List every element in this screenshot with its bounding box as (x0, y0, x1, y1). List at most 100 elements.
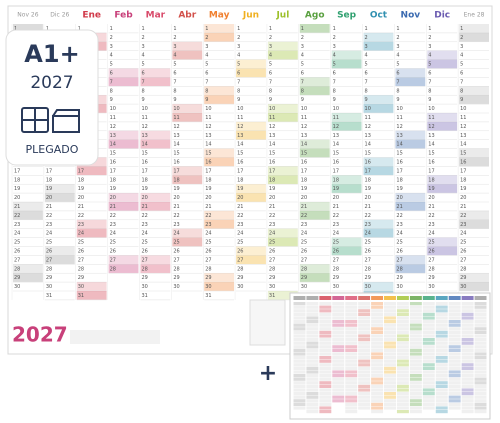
mini-cell (345, 309, 358, 313)
mini-cell (319, 363, 332, 367)
mini-cell (474, 392, 487, 396)
day-number: 16 (269, 159, 275, 165)
month-label: May (209, 11, 230, 21)
mini-cell (474, 374, 487, 378)
mini-cell (461, 370, 474, 374)
mini-cell (319, 406, 332, 410)
day-number: 20 (110, 195, 116, 201)
mini-cell (384, 381, 396, 385)
day-number: 24 (205, 231, 211, 237)
day-number: 5 (237, 62, 240, 68)
day-number: 13 (237, 133, 243, 139)
mini-cell (435, 366, 448, 370)
mini-cell (422, 392, 435, 396)
mini-cell (409, 330, 422, 334)
weekend-cell (236, 59, 266, 69)
day-number: 10 (141, 106, 147, 112)
mini-cell (319, 323, 332, 327)
day-number: 19 (141, 186, 147, 192)
mini-cell (474, 345, 487, 349)
mini-cell (358, 377, 371, 381)
day-number: 17 (110, 168, 116, 174)
day-number: 6 (396, 70, 399, 76)
mini-cell (448, 359, 461, 363)
mini-cell (358, 330, 371, 334)
day-number: 12 (237, 124, 243, 130)
day-number: 24 (269, 231, 275, 237)
day-number: 1 (237, 26, 240, 32)
mini-cell (306, 309, 319, 313)
weekend-cell (363, 282, 394, 291)
mini-cell (384, 334, 396, 338)
mini-header (409, 296, 422, 300)
weekend-cell (427, 113, 458, 122)
weekend-cell (427, 59, 458, 69)
day-number: 17 (141, 168, 147, 174)
weekend-cell (395, 77, 426, 87)
day-number: 19 (173, 186, 179, 192)
weekend-cell (204, 148, 235, 158)
mini-cell (345, 316, 358, 320)
mini-cell (409, 334, 422, 338)
day-number: 26 (301, 248, 307, 254)
mini-cell (384, 399, 396, 403)
day-number: 4 (333, 53, 336, 59)
mini-cell (345, 305, 358, 309)
mini-cell (293, 381, 306, 385)
day-number: 17 (301, 168, 307, 174)
day-number: 9 (110, 97, 113, 103)
day-number: 23 (78, 222, 84, 228)
month-label: Mar (146, 11, 166, 21)
mini-cell (474, 330, 487, 334)
day-number: 16 (428, 159, 434, 165)
mini-cell (474, 352, 487, 356)
day-number: 5 (110, 62, 113, 68)
day-number: 7 (173, 79, 176, 85)
mini-cell (396, 374, 409, 378)
mini-cell (396, 377, 409, 381)
mini-cell (371, 399, 384, 403)
mini-cell (358, 356, 371, 360)
day-number: 26 (78, 248, 84, 254)
mini-header (319, 296, 332, 300)
day-number: 16 (205, 159, 211, 165)
mini-cell (293, 320, 306, 324)
mini-cell (358, 363, 371, 367)
day-number: 11 (173, 115, 179, 121)
mini-cell (409, 402, 422, 406)
day-number: 13 (301, 133, 307, 139)
mini-cell (306, 345, 319, 349)
weekend-cell (299, 210, 330, 220)
day-number: 15 (110, 151, 116, 157)
mini-cell (306, 392, 319, 396)
weekend-cell (13, 202, 43, 211)
mini-cell (409, 312, 422, 316)
weekend-cell (204, 210, 235, 220)
mini-cell (435, 305, 448, 309)
mini-cell (293, 392, 306, 396)
day-number: 21 (301, 204, 307, 210)
mini-cell (332, 341, 345, 345)
mini-cell (422, 356, 435, 360)
mini-cell (319, 316, 332, 320)
day-number: 28 (110, 266, 116, 272)
weekend-cell (172, 41, 203, 51)
day-number: 5 (141, 62, 144, 68)
badge: A1+ 2027 PLEGADO (5, 29, 99, 166)
day-number: 27 (460, 257, 466, 263)
day-number: 30 (333, 284, 339, 290)
mini-cell (422, 316, 435, 320)
mini-cell (461, 363, 474, 367)
day-number: 26 (460, 248, 466, 254)
day-number: 10 (301, 106, 307, 112)
mini-cell (332, 323, 345, 327)
mini-cell (371, 323, 384, 327)
day-number: 25 (46, 240, 52, 246)
day-number: 30 (365, 284, 371, 290)
mini-cell (319, 320, 332, 324)
day-number: 4 (269, 53, 272, 59)
weekend-cell (395, 139, 426, 149)
day-number: 4 (205, 53, 208, 59)
mini-cell (461, 309, 474, 313)
day-number: 18 (78, 177, 84, 183)
